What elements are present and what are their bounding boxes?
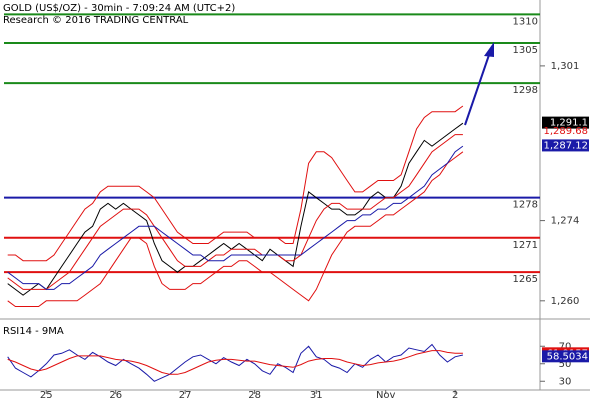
level-label: 1278 (513, 200, 538, 211)
x-tick-label: 2 (452, 390, 458, 400)
price-tag: 58.5034 (547, 351, 588, 362)
x-tick-label: 28 (248, 390, 261, 400)
chart-title: GOLD (US$/OZ) - 30min - 7:09:24 AM (UTC+… (3, 3, 235, 14)
y-tick-label: 50 (559, 359, 572, 370)
level-label: 1265 (513, 274, 538, 285)
y-tick-label: 30 (559, 376, 572, 387)
x-tick-label: Nov (376, 390, 396, 400)
price-panel: 1,260 1,274 1,301 1310 1305 1298 1278 1271 1265 1… (4, 13, 589, 400)
chart-subtitle: Research © 2016 TRADING CENTRAL (3, 15, 189, 26)
price-tag-box (542, 139, 589, 152)
level-label: 1305 (513, 45, 538, 56)
level-label: 1271 (513, 240, 538, 251)
y-tick-label: 1,260 (551, 296, 580, 307)
series-line (7, 145, 464, 290)
price-tag: 1,291.1 (550, 118, 588, 129)
price-tag-box (542, 116, 589, 129)
y-tick-label: 1,274 (551, 216, 580, 227)
x-tick-label: 26 (109, 390, 122, 400)
x-tick-label: 25 (40, 390, 53, 400)
series-line (7, 151, 464, 307)
projection-arrow (464, 51, 491, 126)
level-label: 1298 (513, 85, 538, 96)
arrow-head (484, 42, 494, 57)
y-tick-label: 70 (559, 341, 572, 352)
price-tag-box (542, 350, 589, 363)
x-tick-label: 27 (179, 390, 192, 400)
rsi-panel: 30507061.915758.5034 (7, 341, 589, 387)
x-tick-label: 31 (310, 390, 323, 400)
level-label: 1310 (513, 16, 538, 27)
series-line (7, 343, 464, 382)
rsi-title: RSI14 - 9MA (3, 326, 64, 337)
price-tag: 1,289.68 (543, 126, 588, 137)
price-tag: 1,287.12 (543, 140, 588, 151)
y-tick-label: 1,301 (551, 61, 580, 72)
series-line (7, 134, 463, 290)
series-line (7, 350, 463, 375)
series-line (7, 105, 464, 262)
